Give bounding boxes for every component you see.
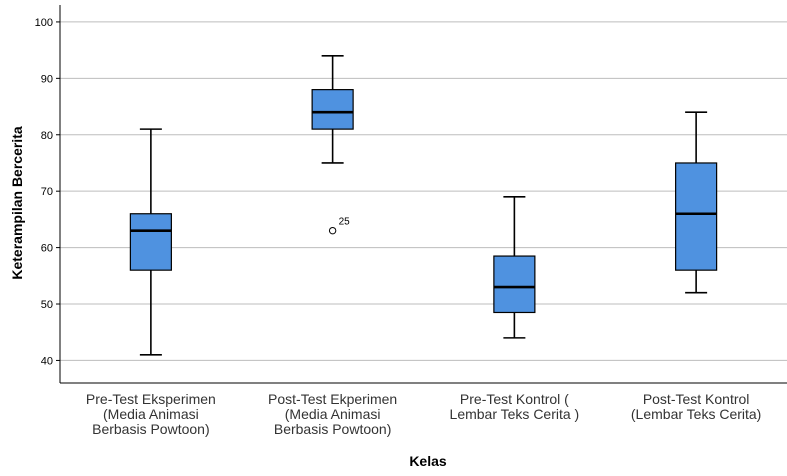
x-category-line: Pre-Test Eksperimen <box>86 391 216 407</box>
y-tick-label: 40 <box>41 355 53 367</box>
y-tick-label: 90 <box>41 73 53 85</box>
iqr-box <box>493 255 536 314</box>
box-group <box>675 111 718 294</box>
box-group <box>129 128 172 356</box>
x-category-line: Post-Test Kontrol <box>643 391 750 407</box>
x-category-line: Berbasis Powtoon) <box>92 421 210 437</box>
x-category-line: Berbasis Powtoon) <box>274 421 392 437</box>
x-category-line: (Media Animasi <box>285 406 381 422</box>
iqr-box <box>311 89 354 130</box>
outlier-label: 25 <box>339 217 351 228</box>
y-axis-title: Keterampilan Bercerita <box>9 126 25 280</box>
y-tick-label: 50 <box>41 299 53 311</box>
x-category-label: Pre-Test Kontrol (Lembar Teks Cerita ) <box>450 391 580 422</box>
box-group: 25 <box>311 54 354 235</box>
x-category-line: Pre-Test Kontrol ( <box>460 391 569 407</box>
y-tick-label: 100 <box>35 17 53 29</box>
x-category-line: Lembar Teks Cerita ) <box>450 406 580 422</box>
labels: Keterampilan Bercerita Kelas Pre-Test Ek… <box>9 126 761 469</box>
box-group <box>493 196 536 339</box>
boxes: 25 <box>129 54 718 356</box>
x-category-label: Post-Test Kontrol (Lembar Teks Cerita) <box>631 391 761 422</box>
iqr-box <box>675 162 718 271</box>
x-category-line: (Lembar Teks Cerita) <box>631 406 761 422</box>
axes: 40 50 60 70 80 90 100 <box>35 5 787 384</box>
y-tick-label: 80 <box>41 130 53 142</box>
x-axis-title: Kelas <box>409 453 447 469</box>
gridlines <box>60 21 787 361</box>
y-tick-label: 70 <box>41 186 53 198</box>
x-category-label: Post-Test Ekperimen (Media Animasi Berbasi… <box>268 391 397 437</box>
outlier-point <box>328 226 337 235</box>
x-category-line: (Media Animasi <box>103 406 199 422</box>
x-category-label: Pre-Test Eksperimen (Media Animasi Berbasi… <box>86 391 216 437</box>
x-category-line: Post-Test Ekperimen <box>268 391 397 407</box>
iqr-box <box>129 213 172 271</box>
y-tick-label: 60 <box>41 243 53 255</box>
